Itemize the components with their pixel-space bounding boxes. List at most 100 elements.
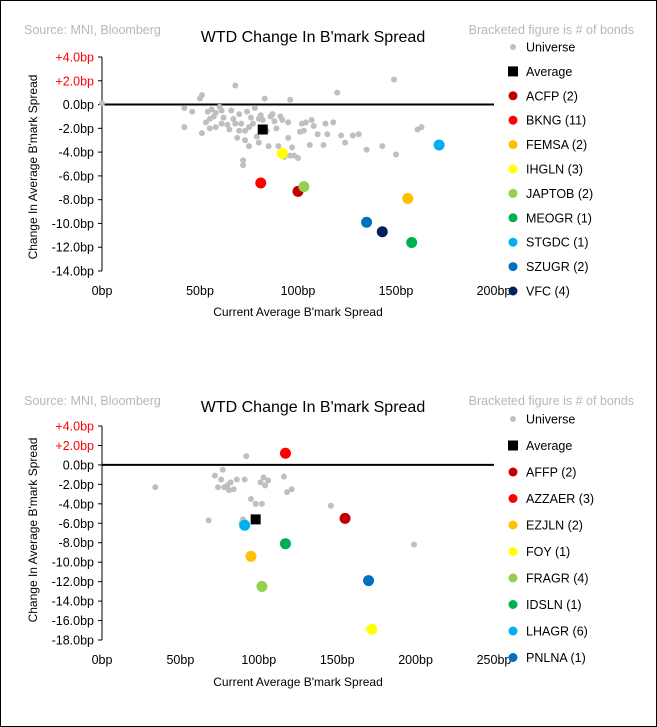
- universe-point: [258, 500, 265, 507]
- universe-point: [257, 479, 264, 486]
- y-axis-title: Change In Average B'mark Spread: [26, 438, 40, 623]
- universe-point: [206, 125, 213, 132]
- scatter-chart-2: Source: MNI, Bloomberg WTD Change In B'm…: [24, 394, 634, 689]
- y-tick-label: -8.0bp: [59, 536, 94, 550]
- universe-point: [233, 476, 240, 483]
- x-tick-label: 150bp: [320, 653, 355, 667]
- legend-marker-ezjln: [508, 520, 518, 530]
- legend-label-azzaer: AZZAER (3): [526, 492, 594, 506]
- legend-label-universe: Universe: [526, 41, 575, 55]
- series-point-stgdc: [433, 139, 445, 151]
- universe-point: [198, 130, 205, 137]
- y-tick-label: -14.0bp: [52, 595, 94, 609]
- legend-marker-japtob: [508, 188, 518, 198]
- plot-area: +4.0bp +2.0bp 0.0bp -2.0bp -4.0bp -6.0bp -8.0b…: [52, 420, 512, 668]
- y-tick-label: -6.0bp: [59, 169, 94, 183]
- scatter-chart-1: Source: MNI, Bloomberg WTD Change In B'm…: [24, 23, 634, 319]
- series-point-fragr: [256, 581, 268, 592]
- universe-point: [260, 474, 267, 481]
- universe-point: [242, 137, 249, 144]
- series-point-affp: [339, 512, 351, 524]
- legend-marker-vfc: [508, 286, 518, 296]
- y-tick-label: -12.0bp: [52, 575, 94, 589]
- series-point-szugr: [361, 216, 373, 228]
- source-text: Source: MNI, Bloomberg: [24, 394, 161, 408]
- x-tick-label: 50bp: [166, 653, 194, 667]
- universe-point: [238, 120, 245, 127]
- universe-point: [232, 120, 239, 127]
- y-tick-label: -18.0bp: [52, 634, 94, 648]
- universe-point: [322, 120, 329, 127]
- universe-point: [280, 473, 287, 480]
- legend-label-vfc: VFC (4): [526, 285, 570, 299]
- legend-label-femsa: FEMSA (2): [526, 138, 587, 152]
- universe-point: [302, 119, 309, 126]
- universe-point: [285, 134, 292, 141]
- universe-point: [226, 126, 233, 133]
- series-point-vfc: [376, 226, 388, 238]
- legend-marker-average: [508, 66, 518, 77]
- universe-point: [285, 119, 292, 126]
- series-point-pnlna: [363, 575, 375, 587]
- note-text: Bracketed figure is # of bonds: [469, 394, 634, 408]
- y-tick-label: -8.0bp: [59, 193, 94, 207]
- universe-point: [261, 95, 268, 102]
- universe-point: [334, 89, 341, 96]
- universe-point: [349, 132, 356, 139]
- source-text: Source: MNI, Bloomberg: [24, 23, 161, 37]
- series-point-japtob: [298, 181, 310, 193]
- legend-marker-idsln: [508, 600, 518, 609]
- x-axis-title: Current Average B'mark Spread: [213, 675, 383, 689]
- universe-point: [269, 111, 276, 118]
- universe-point: [418, 124, 425, 131]
- x-tick-label: 200bp: [398, 653, 433, 667]
- universe-point: [252, 500, 259, 507]
- universe-point: [224, 121, 231, 128]
- legend-label-average: Average: [526, 65, 572, 79]
- y-tick-label: +2.0bp: [55, 439, 94, 453]
- legend-label-pnlna: PNLNA (1): [526, 651, 586, 665]
- universe-point: [99, 100, 105, 107]
- legend-label-fragr: FRAGR (4): [526, 572, 589, 586]
- universe-point: [247, 114, 254, 121]
- x-tick-label: 0bp: [92, 284, 113, 298]
- legend-marker-femsa: [508, 140, 518, 150]
- y-tick-label: -4.0bp: [59, 497, 94, 511]
- series-point-ihgln: [276, 147, 288, 159]
- universe-point: [265, 143, 272, 150]
- legend-label-bkng: BKNG (11): [526, 114, 586, 128]
- universe-point: [246, 124, 252, 131]
- universe-point: [218, 120, 225, 127]
- legend-label-japtob: JAPTOB (2): [526, 187, 593, 201]
- x-tick-label: 250bp: [477, 653, 512, 667]
- x-tick-label: 100bp: [281, 284, 316, 298]
- universe-point: [251, 105, 258, 112]
- y-axis-title: Change In Average B'mark Spread: [26, 75, 40, 260]
- legend-marker-acfp: [508, 91, 518, 101]
- universe-point: [338, 132, 345, 139]
- legend-label-idsln: IDSLN (1): [526, 598, 582, 612]
- legend-label-ihgln: IHGLN (3): [526, 163, 583, 177]
- universe-point: [379, 143, 386, 150]
- universe-point: [241, 476, 248, 483]
- legend: Universe Average ACFP (2) BKNG (11) FEMSA (2…: [508, 41, 593, 299]
- series-point-meogr: [406, 236, 418, 248]
- universe-point: [330, 119, 337, 126]
- x-tick-label: 50bp: [186, 284, 214, 298]
- series-point-foy: [366, 623, 378, 635]
- legend-marker-meogr: [508, 213, 518, 223]
- universe-point: [271, 118, 278, 125]
- universe-point: [324, 131, 331, 138]
- universe-point: [259, 117, 266, 124]
- legend-marker-universe: [510, 44, 516, 50]
- legend-marker-pnlna: [508, 653, 518, 662]
- universe-point: [240, 157, 247, 164]
- y-tick-label: -10.0bp: [52, 556, 94, 570]
- universe-point: [411, 541, 418, 548]
- series-point-lhagr: [239, 519, 251, 531]
- universe-point: [234, 134, 241, 141]
- legend-marker-bkng: [508, 115, 518, 125]
- legend-marker-lhagr: [508, 626, 518, 636]
- universe-point: [236, 111, 243, 118]
- universe-point: [284, 489, 291, 496]
